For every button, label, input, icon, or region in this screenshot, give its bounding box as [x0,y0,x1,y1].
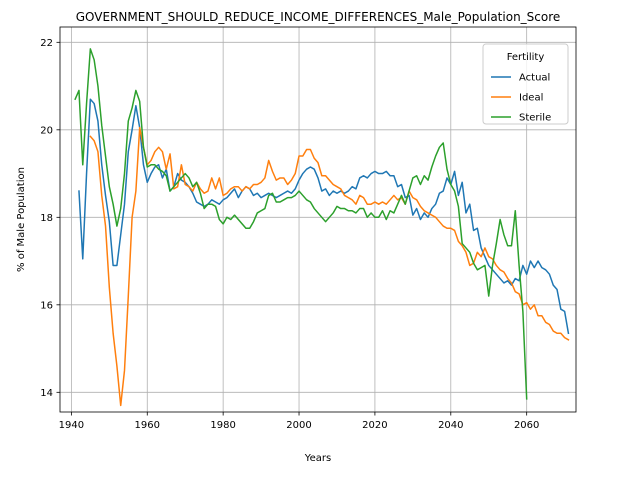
y-axis-label: % of Male Population [16,167,27,272]
series-line-sterile [74,48,528,400]
legend-title: Fertility [507,52,545,63]
y-tick-label: 22 [40,38,53,49]
y-tick-label: 16 [40,300,53,311]
legend-label-actual: Actual [519,73,550,84]
y-axis-ticks: 14 16 18 20 22 [40,38,60,399]
x-tick-label: 2040 [438,420,463,431]
legend-label-sterile: Sterile [519,113,551,124]
x-tick-label: 1960 [135,420,160,431]
grid [60,27,576,412]
x-tick-label: 2020 [362,420,387,431]
x-tick-label: 2060 [514,420,539,431]
x-tick-label: 1940 [59,420,84,431]
legend-entries: Actual Ideal Sterile [491,73,551,124]
y-tick-label: 18 [40,213,53,224]
y-tick-label: 14 [40,388,53,399]
y-tick-label: 20 [40,125,53,136]
legend-label-ideal: Ideal [519,93,543,104]
series-group [74,48,570,407]
series-line-actual [78,98,570,335]
x-tick-label: 1980 [210,420,235,431]
plot-frame [59,26,577,413]
legend-box [482,43,569,125]
legend: Fertility Actual Ideal Sterile [482,43,569,125]
series-line-ideal [89,126,570,407]
x-axis-label: Years [304,453,331,464]
x-axis-ticks: 1940 1960 1980 2000 2020 2040 2060 [59,412,539,431]
chart-title: GOVERNMENT_SHOULD_REDUCE_INCOME_DIFFEREN… [76,10,561,24]
x-tick-label: 2000 [286,420,311,431]
